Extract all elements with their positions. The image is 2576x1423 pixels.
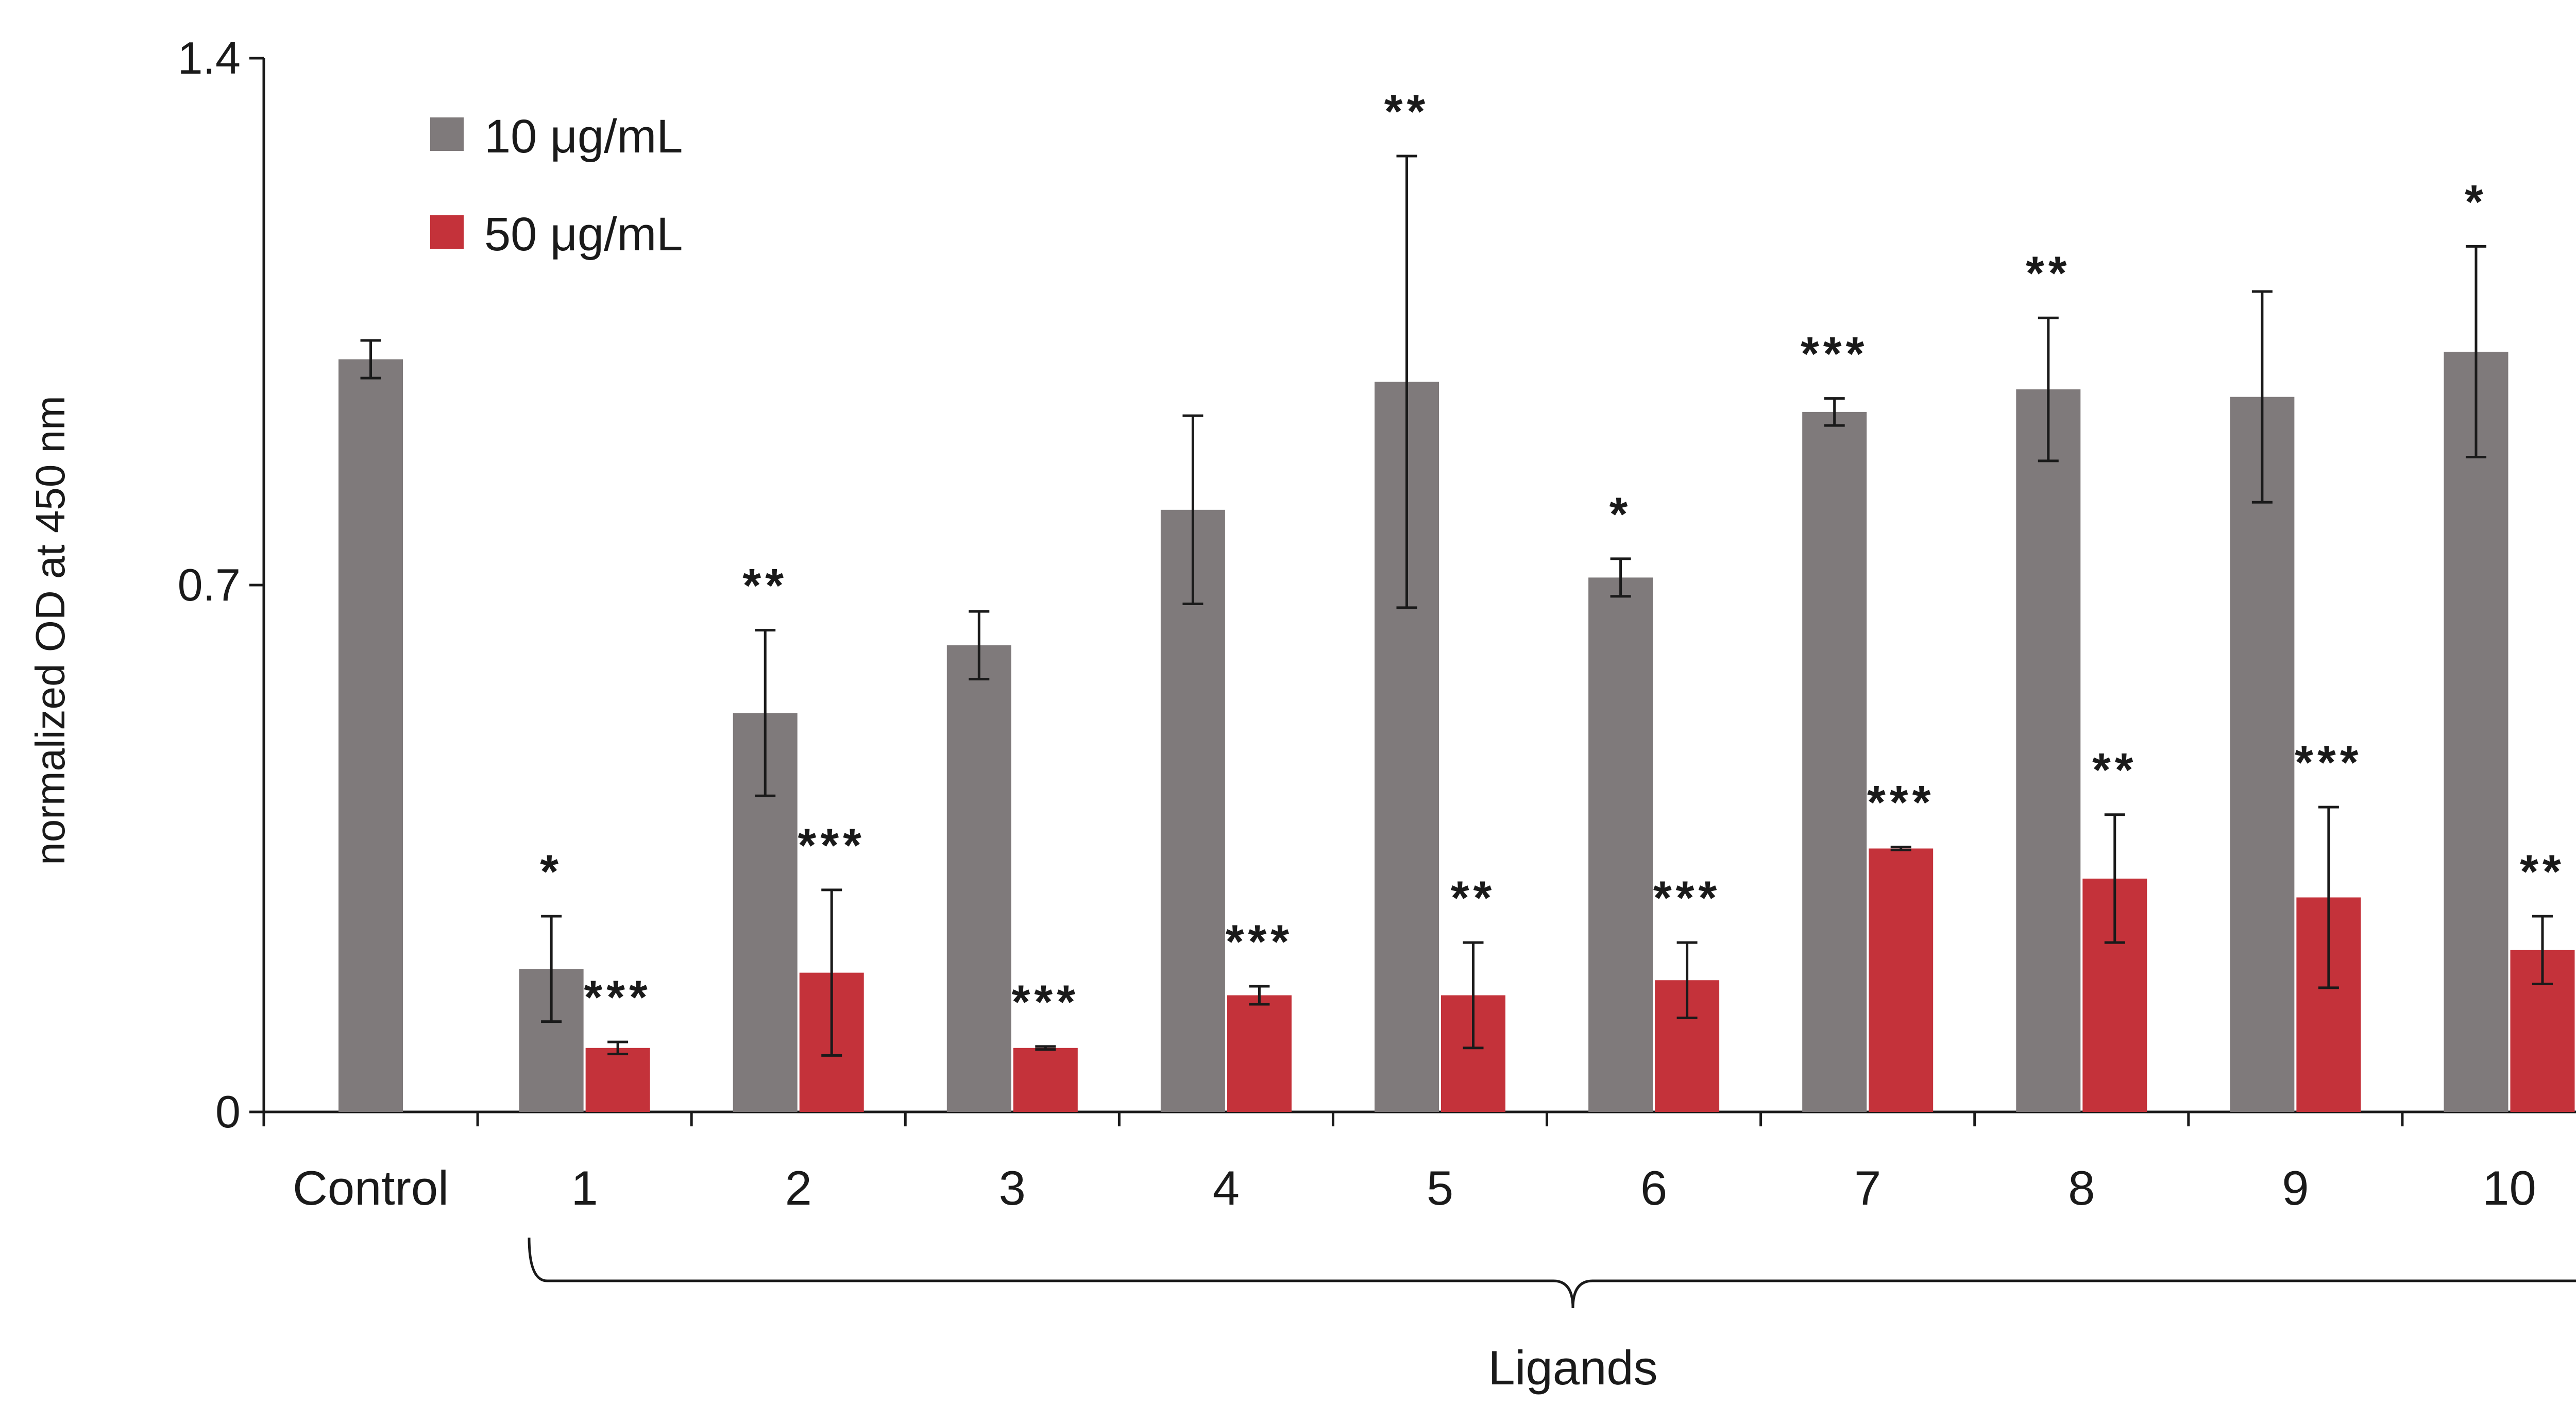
significance-mark: ** [2520,846,2565,898]
bar-s1-3 [946,645,1011,1112]
significance-mark: *** [1867,777,1935,829]
bar-s1-6 [1588,577,1653,1112]
legend-label-series1: 10 μg/mL [484,110,683,163]
legend: 10 μg/mL 50 μg/mL [430,110,683,261]
y-axis-title: normalized OD at 450 nm [27,396,73,865]
bar-s2-1 [585,1048,650,1112]
bar-s1-8 [2016,389,2081,1112]
bar-s1-7 [1802,412,1867,1112]
bar-s2-3 [1013,1048,1078,1112]
x-tick-label: 3 [999,1161,1026,1215]
bar-s1-10 [2444,351,2509,1112]
x-tick-label: 7 [1854,1161,1881,1215]
y-tick-label: 0.7 [178,559,241,610]
significance-mark: ** [742,560,788,612]
x-tick-label: 4 [1213,1161,1240,1215]
x-tick-label: 9 [2282,1161,2309,1215]
bar-s1-Control [338,359,403,1112]
x-tick-label: Control [293,1161,449,1215]
significance-mark: ** [1451,872,1496,924]
significance-mark: *** [1226,916,1293,968]
significance-mark: *** [1801,328,1868,381]
x-tick-label: 8 [2068,1161,2095,1215]
significance-mark: * [1609,488,1632,541]
y-tick-label: 0 [215,1086,241,1137]
x-axis-title: Ligands [1488,1341,1657,1395]
significance-mark: * [2465,176,2487,228]
bar-s2-7 [1869,848,1934,1112]
significance-mark: ** [2026,247,2071,300]
x-tick-label: 5 [1427,1161,1453,1215]
significance-mark: *** [798,819,866,872]
legend-swatch-series1 [430,117,464,151]
significance-mark: *** [1653,872,1721,924]
significance-mark: *** [1012,976,1079,1028]
bar-s2-4 [1227,995,1292,1112]
significance-mark: ** [2092,744,2138,797]
bar-s1-4 [1160,509,1225,1112]
y-tick-label: 1.4 [178,32,241,83]
x-tick-label: 2 [785,1161,812,1215]
significance-mark: *** [2295,736,2362,789]
x-tick-label: 6 [1640,1161,1667,1215]
legend-swatch-series2 [430,215,464,249]
significance-mark: ** [1384,85,1430,138]
significance-mark: *** [584,971,651,1024]
x-tick-label: 10 [2482,1161,2536,1215]
bar-s1-9 [2230,397,2295,1112]
x-tick-label: 1 [571,1161,598,1215]
legend-label-series2: 50 μg/mL [484,208,683,261]
ligands-bracket [528,1237,2576,1309]
significance-mark: * [540,846,563,898]
